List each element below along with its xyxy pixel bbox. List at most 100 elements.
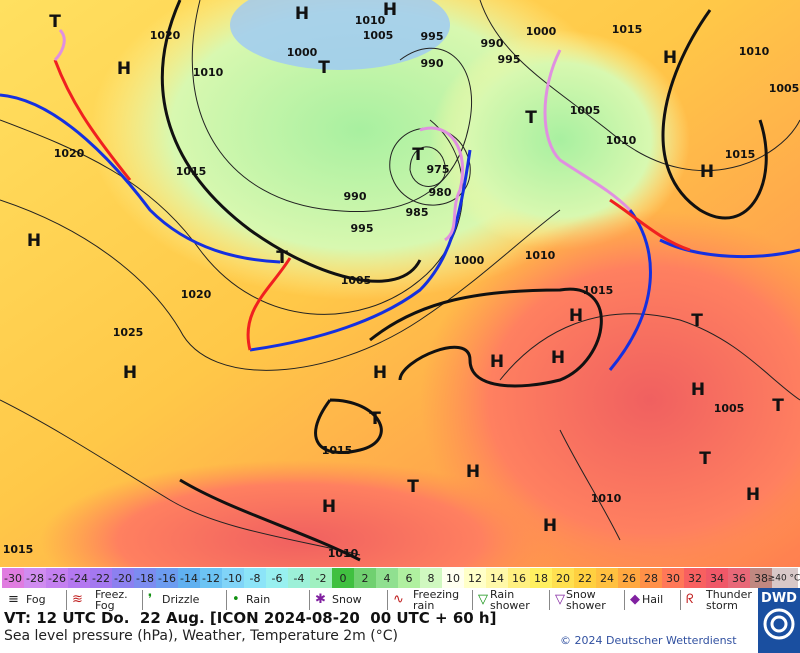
- pressure-label: 1005: [341, 274, 372, 287]
- scale-label: 4: [384, 572, 391, 585]
- legend-label: Rain shower: [490, 588, 530, 612]
- copyright: © 2024 Deutscher Wetterdienst: [560, 634, 737, 647]
- pressure-label: 1015: [3, 543, 34, 556]
- pressure-label: 1010: [591, 492, 622, 505]
- pressure-label: 985: [406, 206, 429, 219]
- pressure-label: 1005: [769, 82, 800, 95]
- scale-cell: [464, 568, 486, 588]
- low-center: T: [49, 12, 61, 32]
- pressure-label: 1015: [725, 148, 756, 161]
- scale-cell: [112, 568, 134, 588]
- low-center: T: [318, 58, 330, 78]
- high-center: H: [322, 497, 336, 517]
- major-isobars: [160, 0, 768, 562]
- pressure-label: 990: [421, 57, 444, 70]
- scale-cell: [134, 568, 156, 588]
- scale-cell: [244, 568, 266, 588]
- low-center: T: [691, 311, 703, 331]
- low-center: T: [276, 248, 288, 268]
- scale-cell: [596, 568, 618, 588]
- high-center: H: [373, 363, 387, 383]
- scale-label: -24: [70, 572, 88, 585]
- scale-label: 12: [468, 572, 482, 585]
- scale-cell: [376, 568, 398, 588]
- high-center: H: [117, 59, 131, 79]
- scale-label: -18: [136, 572, 154, 585]
- pressure-label: 1005: [714, 402, 745, 415]
- legend-icon: ◆: [630, 592, 640, 607]
- pressure-label: 1010: [328, 547, 359, 560]
- hot-area: [420, 210, 800, 567]
- legend-icon: ▽: [555, 592, 565, 607]
- pressure-label: 990: [344, 190, 367, 203]
- high-center: H: [466, 462, 480, 482]
- legend-divider: [549, 590, 550, 610]
- scale-cell: [46, 568, 68, 588]
- scale-label: 22: [578, 572, 592, 585]
- valid-time: VT: 12 UTC Do. 22 Aug. [ICON 2024-08-20 …: [4, 609, 497, 627]
- legend-label: Fog: [26, 593, 46, 606]
- legend-label: Thunder storm: [706, 588, 752, 612]
- legend-label: Snow: [332, 593, 362, 606]
- pressure-label: 1005: [363, 29, 394, 42]
- scale-cell: [354, 568, 376, 588]
- low-center: T: [772, 396, 784, 416]
- scale-cell: [552, 568, 574, 588]
- pressure-label: 1015: [176, 165, 207, 178]
- scale-cell: [750, 568, 772, 588]
- scale-label: -26: [48, 572, 66, 585]
- high-center: H: [490, 352, 504, 372]
- legend-icon: ᖇ: [686, 592, 694, 607]
- scale-cell: [530, 568, 552, 588]
- fronts: [0, 28, 800, 371]
- hot-area: [40, 460, 560, 567]
- legend-divider: [226, 590, 227, 610]
- scale-cell: [574, 568, 596, 588]
- high-center: H: [700, 162, 714, 182]
- scale-cell: [772, 568, 798, 588]
- legend-divider: [142, 590, 143, 610]
- legend-icon: ❜: [148, 592, 153, 607]
- legend-divider: [680, 590, 681, 610]
- high-center: H: [27, 231, 41, 251]
- cool-area: [430, 30, 690, 250]
- pressure-label: 975: [427, 163, 450, 176]
- legend-icon: ✱: [315, 592, 326, 607]
- pressure-label: 1010: [355, 14, 386, 27]
- scale-label: -20: [114, 572, 132, 585]
- pressure-label: 1000: [287, 46, 318, 59]
- scale-cell: [398, 568, 420, 588]
- low-center: T: [412, 145, 424, 165]
- scale-cell: [200, 568, 222, 588]
- pressure-label: 995: [351, 222, 374, 235]
- scale-label: -28: [26, 572, 44, 585]
- scale-top-label: ≥40 °C: [768, 574, 800, 584]
- legend-label: Drizzle: [162, 593, 200, 606]
- scale-cell: [266, 568, 288, 588]
- scale-label: 30: [666, 572, 680, 585]
- temperature-scale: -30 -28 -26 -24 -22 -20 -18 -16 -14 -12 -10 -8 -6 -4-…: [2, 568, 800, 588]
- pressure-label: 980: [429, 186, 452, 199]
- pressure-label: 1010: [525, 249, 556, 262]
- scale-label: 6: [406, 572, 413, 585]
- legend-icon: ▽: [478, 592, 488, 607]
- scale-cell: [684, 568, 706, 588]
- weather-map: 1020 1010 1005 995 1000 990 990 995 1000 1015 1010…: [0, 0, 800, 567]
- legend-icon: ≡: [8, 592, 19, 607]
- cold-area: [230, 0, 450, 70]
- high-center: H: [383, 0, 397, 20]
- scale-cell: [332, 568, 354, 588]
- isobars: [0, 0, 800, 556]
- legend-divider: [624, 590, 625, 610]
- legend-divider: [309, 590, 310, 610]
- scale-cell: [706, 568, 728, 588]
- high-center: H: [569, 306, 583, 326]
- high-center: H: [295, 4, 309, 24]
- scale-cell: [288, 568, 310, 588]
- high-center: H: [543, 516, 557, 536]
- high-center: H: [746, 485, 760, 505]
- logo-text: DWD: [761, 591, 797, 606]
- legend-label: Snow shower: [566, 588, 606, 612]
- legend-label: Freez. Fog: [95, 588, 128, 612]
